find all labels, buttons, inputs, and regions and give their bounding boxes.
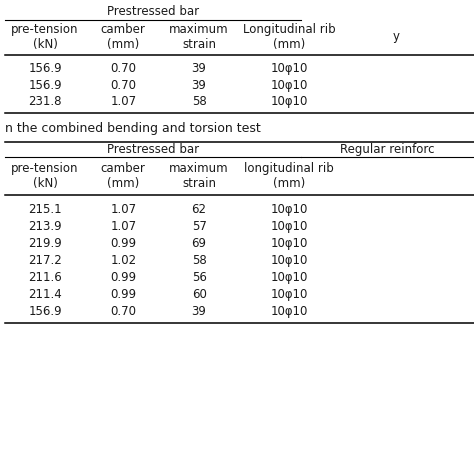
Text: maximum
strain: maximum strain (169, 23, 229, 51)
Text: 10φ10: 10φ10 (271, 288, 308, 301)
Text: 0.99: 0.99 (110, 237, 137, 250)
Text: 10φ10: 10φ10 (271, 237, 308, 250)
Text: 219.9: 219.9 (28, 237, 62, 250)
Text: 156.9: 156.9 (28, 305, 62, 319)
Text: 10φ10: 10φ10 (271, 95, 308, 109)
Text: 217.2: 217.2 (28, 254, 62, 267)
Text: pre-tension
(kN): pre-tension (kN) (11, 23, 79, 51)
Text: 10φ10: 10φ10 (271, 271, 308, 284)
Text: 1.07: 1.07 (110, 95, 137, 109)
Text: longitudinal rib
(mm): longitudinal rib (mm) (244, 162, 334, 191)
Text: 0.70: 0.70 (110, 62, 136, 75)
Text: 58: 58 (191, 254, 207, 267)
Text: 211.6: 211.6 (28, 271, 62, 284)
Text: 10φ10: 10φ10 (271, 79, 308, 92)
Text: 60: 60 (191, 288, 207, 301)
Text: 10φ10: 10φ10 (271, 220, 308, 233)
Text: pre-tension
(kN): pre-tension (kN) (11, 162, 79, 191)
Text: Regular reinforc: Regular reinforc (340, 143, 435, 156)
Text: n the combined bending and torsion test: n the combined bending and torsion test (5, 122, 261, 136)
Text: 0.70: 0.70 (110, 305, 136, 319)
Text: 156.9: 156.9 (28, 62, 62, 75)
Text: 57: 57 (191, 220, 207, 233)
Text: Prestressed bar: Prestressed bar (107, 5, 199, 18)
Text: 10φ10: 10φ10 (271, 305, 308, 319)
Text: 10φ10: 10φ10 (271, 203, 308, 216)
Text: 1.02: 1.02 (110, 254, 137, 267)
Text: 231.8: 231.8 (28, 95, 62, 109)
Text: 1.07: 1.07 (110, 203, 137, 216)
Text: 39: 39 (191, 62, 207, 75)
Text: Prestressed bar: Prestressed bar (107, 143, 199, 156)
Text: camber
(mm): camber (mm) (101, 162, 146, 191)
Text: 0.99: 0.99 (110, 288, 137, 301)
Text: 0.99: 0.99 (110, 271, 137, 284)
Text: 1.07: 1.07 (110, 220, 137, 233)
Text: 58: 58 (191, 95, 207, 109)
Text: 0.70: 0.70 (110, 79, 136, 92)
Text: 10φ10: 10φ10 (271, 62, 308, 75)
Text: 213.9: 213.9 (28, 220, 62, 233)
Text: maximum
strain: maximum strain (169, 162, 229, 191)
Text: 10φ10: 10φ10 (271, 254, 308, 267)
Text: 156.9: 156.9 (28, 79, 62, 92)
Text: 211.4: 211.4 (28, 288, 62, 301)
Text: camber
(mm): camber (mm) (101, 23, 146, 51)
Text: 39: 39 (191, 79, 207, 92)
Text: y: y (392, 30, 399, 44)
Text: 62: 62 (191, 203, 207, 216)
Text: Longitudinal rib
(mm): Longitudinal rib (mm) (243, 23, 336, 51)
Text: 215.1: 215.1 (28, 203, 62, 216)
Text: 69: 69 (191, 237, 207, 250)
Text: 39: 39 (191, 305, 207, 319)
Text: 56: 56 (191, 271, 207, 284)
